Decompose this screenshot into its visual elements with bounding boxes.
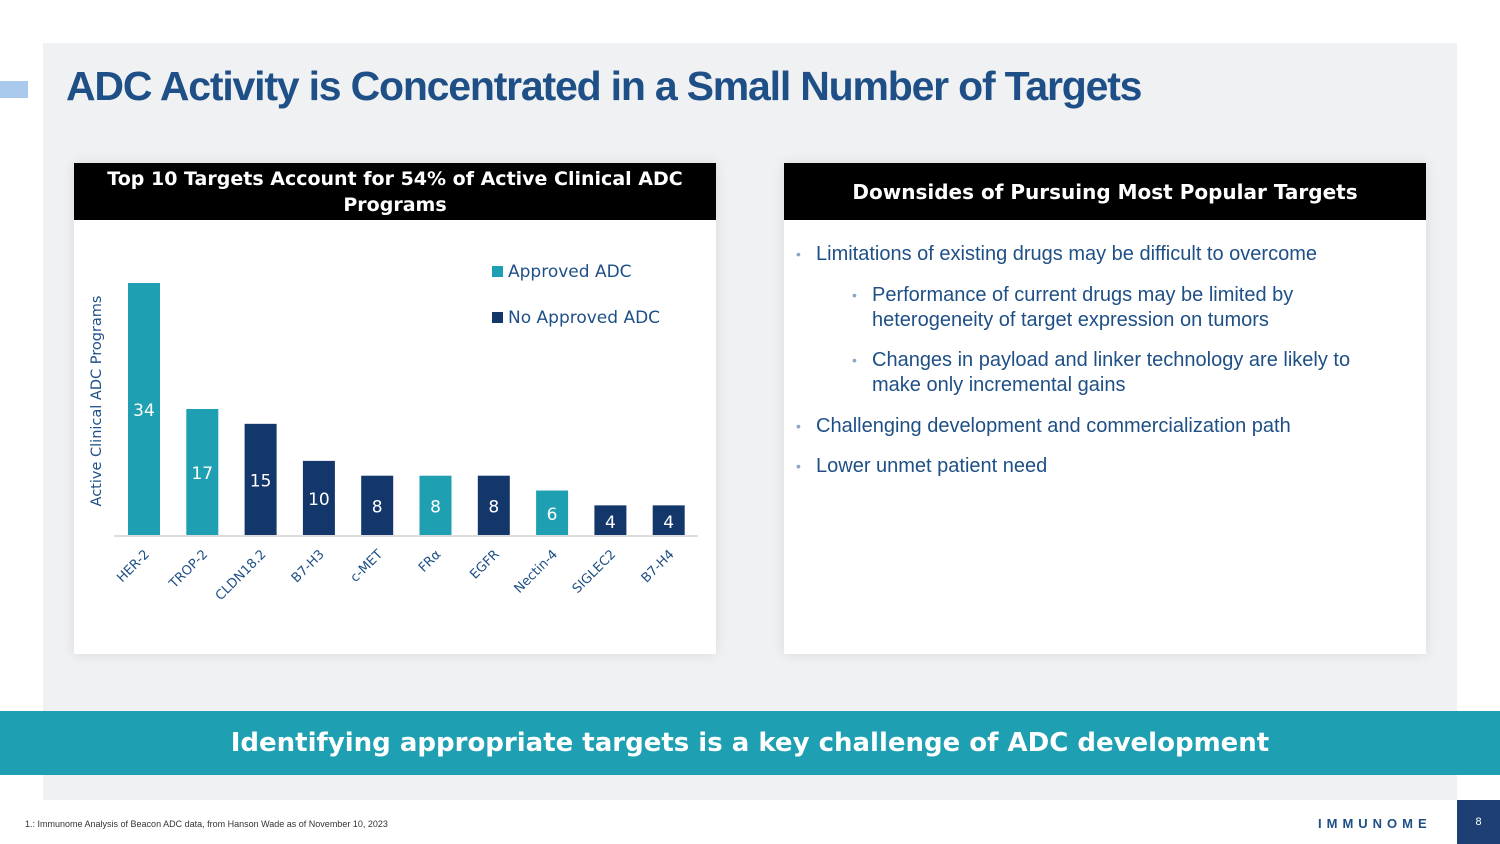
x-tick-label: HER-2 — [114, 547, 153, 586]
legend-swatch — [492, 266, 503, 277]
legend-label: No Approved ADC — [508, 308, 660, 328]
data-label: 4 — [605, 513, 616, 533]
company-logo: IMMUNOME — [1318, 816, 1432, 831]
bullet-dot: • — [796, 418, 801, 434]
bullet-text: Changes in payload and linker technology… — [872, 349, 1351, 396]
legend-swatch — [492, 312, 503, 323]
bullet-dot: • — [796, 246, 801, 262]
bullet-item: • Challenging development and commercial… — [796, 414, 1396, 439]
bar — [244, 423, 277, 535]
bar — [302, 460, 335, 535]
bullet-item: • Lower unmet patient need — [796, 454, 1396, 479]
bar-chart: 34 HER-2 17 TROP-2 15 CLDN18.2 10 B7-H3 8 c-MET 8 F… — [89, 262, 698, 604]
page-number: 8 — [1457, 800, 1500, 844]
downsides-panel: Downsides of Pursuing Most Popular Targe… — [784, 163, 1426, 654]
data-label: 6 — [547, 505, 558, 525]
data-label: 17 — [191, 464, 213, 484]
x-tick-label: EGFR — [467, 547, 502, 582]
data-label: 8 — [488, 497, 499, 517]
bullet-text: Lower unmet patient need — [816, 455, 1048, 477]
sub-bullet-item: • Performance of current drugs may be li… — [852, 283, 1372, 333]
bar — [186, 409, 219, 535]
x-tick-label: TROP-2 — [166, 547, 211, 592]
legend-label: Approved ADC — [508, 262, 632, 282]
bar — [477, 475, 510, 535]
bullet-item: • Limitations of existing drugs may be d… — [796, 242, 1396, 267]
bar — [652, 505, 685, 535]
bullet-text: Performance of current drugs may be limi… — [872, 284, 1294, 331]
chart-panel-header: Top 10 Targets Account for 54% of Active… — [74, 163, 716, 220]
bar — [536, 490, 569, 535]
bullet-text: Limitations of existing drugs may be dif… — [816, 243, 1317, 265]
data-label: 4 — [663, 513, 674, 533]
x-tick-label: FRα — [416, 547, 444, 575]
bar — [128, 283, 160, 535]
x-tick-label: CLDN18.2 — [213, 547, 270, 604]
data-label: 8 — [372, 497, 383, 517]
chart-panel: Top 10 Targets Account for 54% of Active… — [74, 163, 716, 654]
bar — [594, 505, 627, 535]
data-label: 10 — [308, 490, 330, 510]
data-label: 8 — [430, 497, 441, 517]
data-label: 15 — [250, 471, 272, 491]
downsides-panel-header: Downsides of Pursuing Most Popular Targe… — [784, 163, 1426, 220]
sub-bullet-item: • Changes in payload and linker technolo… — [852, 348, 1392, 398]
x-tick-label: B7-H3 — [289, 547, 328, 586]
x-tick-label: c-MET — [348, 547, 386, 585]
data-label: 34 — [133, 401, 155, 421]
y-axis-label: Active Clinical ADC Programs — [89, 296, 105, 507]
page-title: ADC Activity is Concentrated in a Small … — [66, 63, 1142, 109]
bullet-dot: • — [852, 352, 857, 368]
footnote: 1.: Immunome Analysis of Beacon ADC data… — [25, 819, 388, 829]
bullet-dot: • — [796, 458, 801, 474]
x-tick-label: SIGLEC2 — [570, 547, 619, 596]
x-tick-label: Nectin-4 — [512, 547, 561, 596]
x-tick-label: B7-H4 — [639, 547, 678, 586]
side-accent-tab — [0, 81, 28, 98]
bar — [419, 475, 452, 535]
bullet-dot: • — [852, 287, 857, 303]
bullet-text: Challenging development and commercializ… — [816, 415, 1291, 437]
key-message-banner: Identifying appropriate targets is a key… — [0, 711, 1500, 775]
bar — [361, 475, 394, 535]
